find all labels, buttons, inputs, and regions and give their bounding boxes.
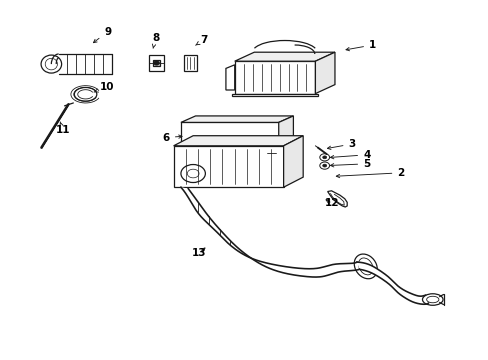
Circle shape — [322, 164, 326, 167]
Polygon shape — [278, 116, 293, 144]
Text: 3: 3 — [327, 139, 355, 149]
Polygon shape — [225, 65, 234, 90]
Ellipse shape — [422, 294, 442, 305]
Polygon shape — [184, 55, 196, 71]
Text: 10: 10 — [94, 82, 114, 92]
Text: 12: 12 — [325, 198, 339, 208]
Polygon shape — [181, 122, 278, 144]
Polygon shape — [315, 52, 334, 94]
Polygon shape — [283, 136, 303, 187]
Circle shape — [153, 61, 159, 65]
Polygon shape — [234, 52, 334, 61]
Text: 4: 4 — [330, 150, 370, 160]
Polygon shape — [327, 191, 346, 207]
Text: 2: 2 — [336, 168, 404, 178]
Polygon shape — [173, 146, 283, 187]
Circle shape — [322, 156, 326, 159]
Text: 1: 1 — [346, 40, 375, 51]
Text: 8: 8 — [152, 33, 159, 48]
Polygon shape — [356, 262, 427, 304]
Text: 7: 7 — [195, 35, 208, 45]
Ellipse shape — [353, 254, 377, 279]
Polygon shape — [181, 187, 359, 277]
Polygon shape — [152, 60, 160, 66]
Polygon shape — [232, 94, 317, 96]
Ellipse shape — [358, 258, 372, 275]
Polygon shape — [149, 55, 163, 71]
Text: 11: 11 — [55, 122, 70, 135]
Text: 6: 6 — [163, 132, 182, 143]
Ellipse shape — [426, 296, 438, 303]
Polygon shape — [173, 136, 303, 146]
Polygon shape — [181, 116, 293, 122]
Text: 5: 5 — [330, 159, 369, 169]
Text: 13: 13 — [192, 248, 206, 258]
Polygon shape — [234, 61, 315, 94]
Text: 9: 9 — [93, 27, 111, 43]
